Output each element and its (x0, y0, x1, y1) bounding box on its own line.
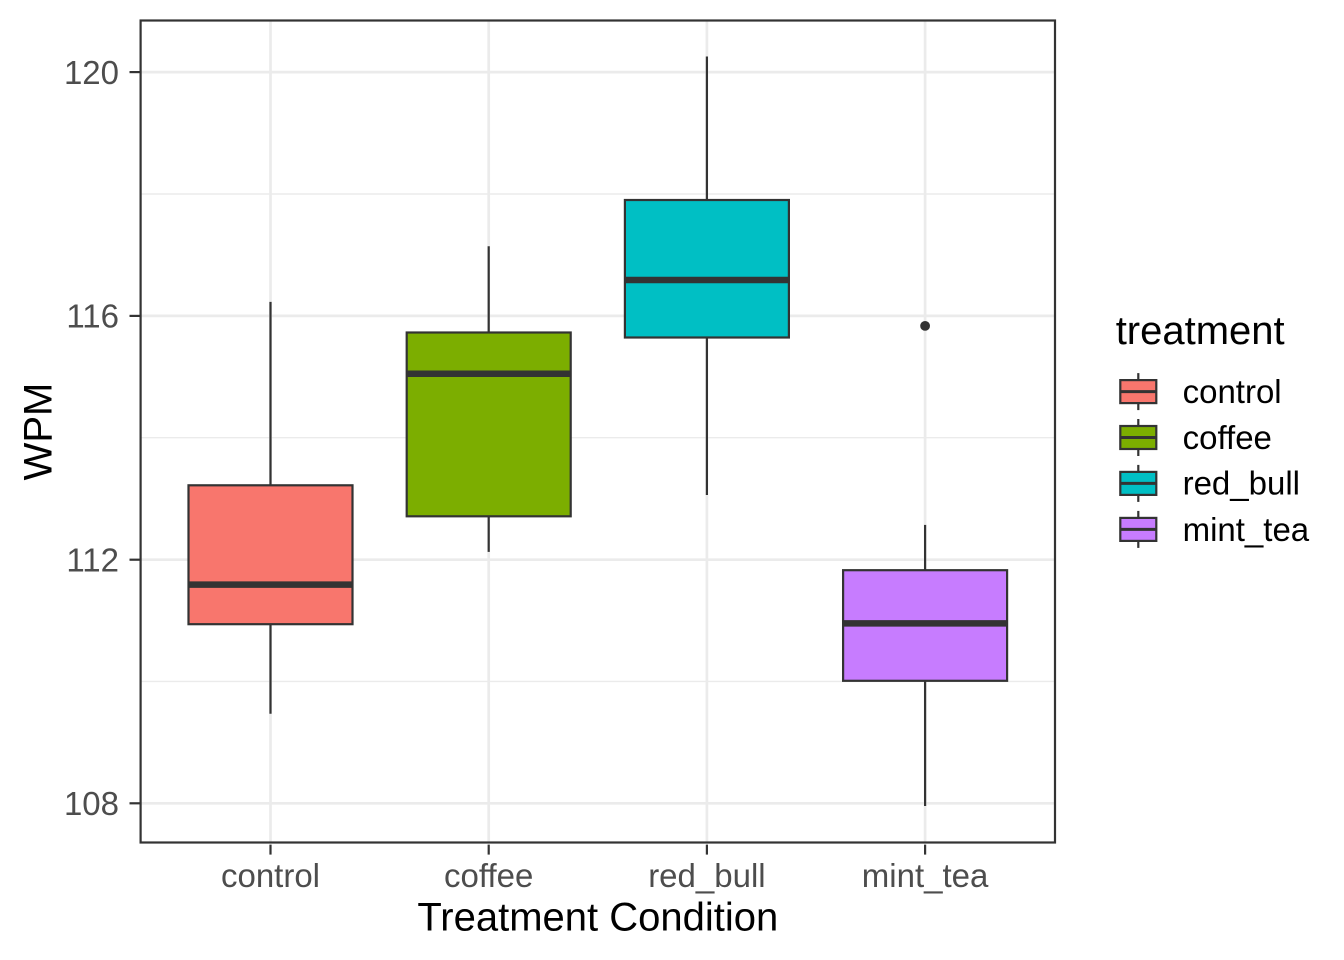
svg-text:120: 120 (64, 54, 119, 91)
svg-text:coffee: coffee (1183, 419, 1272, 456)
svg-text:mint_tea: mint_tea (862, 857, 989, 894)
svg-text:coffee: coffee (444, 857, 533, 894)
svg-text:red_bull: red_bull (648, 857, 765, 894)
svg-text:mint_tea: mint_tea (1183, 511, 1310, 548)
svg-text:control: control (1183, 373, 1282, 410)
svg-text:control: control (221, 857, 320, 894)
svg-text:112: 112 (66, 541, 119, 578)
svg-text:108: 108 (64, 785, 119, 822)
svg-text:WPM: WPM (17, 383, 61, 481)
svg-text:Treatment Condition: Treatment Condition (417, 896, 778, 940)
svg-text:116: 116 (66, 298, 119, 335)
svg-text:treatment: treatment (1116, 309, 1285, 353)
svg-text:red_bull: red_bull (1183, 465, 1300, 502)
